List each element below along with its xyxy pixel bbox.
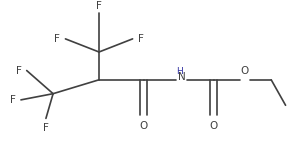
Text: F: F [138,34,144,44]
Text: H: H [176,67,183,76]
Text: F: F [10,95,16,105]
Text: N: N [178,73,186,82]
Text: O: O [241,66,249,76]
Text: O: O [139,121,148,131]
Text: F: F [96,1,102,11]
Text: F: F [55,34,60,44]
Text: F: F [43,123,49,133]
Text: F: F [16,65,22,76]
Text: O: O [210,121,218,131]
